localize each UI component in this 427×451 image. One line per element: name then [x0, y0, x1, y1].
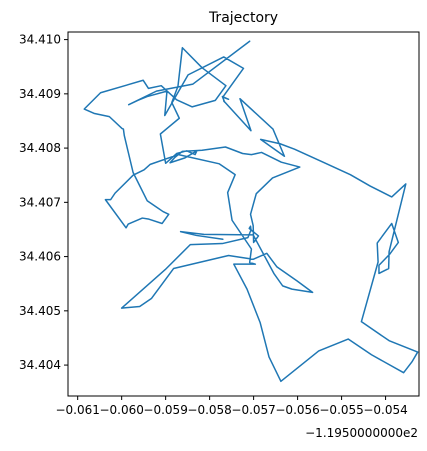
- plot-area: [67, 31, 420, 397]
- x-tick-label: −0.055: [319, 403, 363, 417]
- series-layer: [83, 40, 419, 383]
- chart-title: Trajectory: [208, 10, 278, 26]
- y-tick-label: 34.408: [19, 141, 61, 155]
- x-axis: −0.061 −0.060 −0.059 −0.058 −0.057 −0.056 −0.0…: [55, 396, 408, 417]
- y-tick-label: 34.406: [19, 250, 61, 264]
- x-tick-label: −0.054: [363, 403, 407, 417]
- axes-frame: [67, 31, 420, 397]
- y-tick-label: 34.404: [19, 358, 61, 372]
- x-tick-label: −0.060: [99, 403, 143, 417]
- x-axis-offset-label: −1.1950000000e2: [305, 426, 418, 440]
- y-tick-label: 34.409: [19, 87, 61, 101]
- y-tick-label: 34.407: [19, 195, 61, 209]
- y-axis: 34.404 34.405 34.406 34.407 34.408 34.409 34.4…: [19, 33, 68, 372]
- x-tick-label: −0.061: [55, 403, 99, 417]
- y-tick-label: 34.405: [19, 304, 61, 318]
- x-tick-label: −0.057: [231, 403, 275, 417]
- y-tick-label: 34.410: [19, 33, 61, 47]
- trajectory-line-0: [83, 40, 419, 383]
- x-tick-label: −0.059: [143, 403, 187, 417]
- x-tick-label: −0.058: [187, 403, 231, 417]
- x-tick-label: −0.056: [275, 403, 319, 417]
